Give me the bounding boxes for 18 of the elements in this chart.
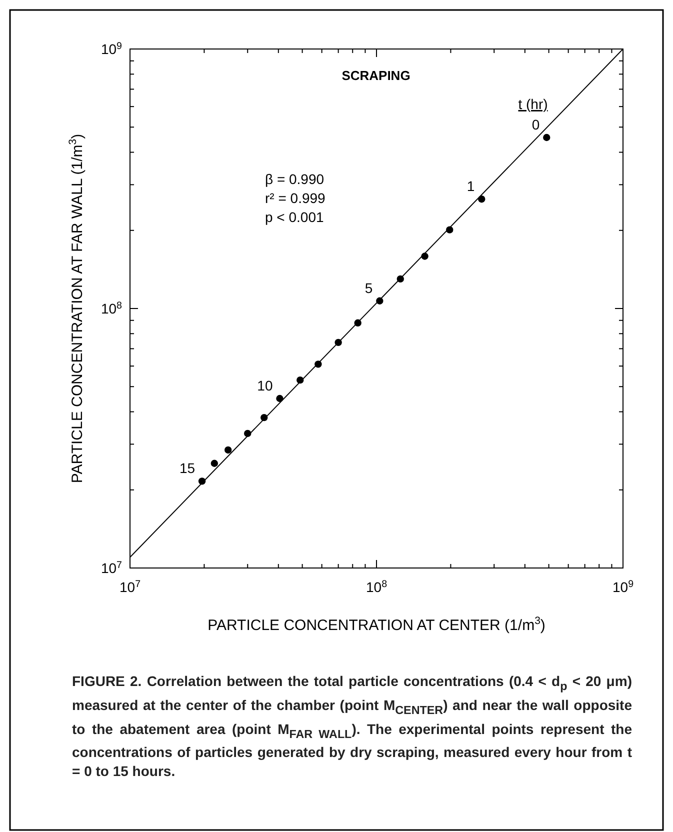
annotation: t (hr) bbox=[518, 96, 548, 112]
x-axis-title: PARTICLE CONCENTRATION AT CENTER (1/m$^{3}$) bbox=[208, 615, 546, 634]
annotation: 10 bbox=[257, 377, 273, 394]
y-tick-label: 10$^{9}$ bbox=[100, 40, 122, 57]
x-tick-label: 10$^{9}$ bbox=[612, 578, 634, 595]
x-tick-label: 10$^{8}$ bbox=[366, 578, 388, 595]
annotation: 15 bbox=[179, 460, 196, 476]
annotation: p < 0.001 bbox=[265, 209, 324, 225]
annotation: 0 bbox=[532, 116, 540, 132]
annotation: r² = 0.999 bbox=[265, 190, 326, 206]
x-tick-label: 10$^{7}$ bbox=[119, 578, 141, 595]
annotation: β = 0.990 bbox=[265, 171, 324, 187]
annotation: 5 bbox=[364, 280, 373, 296]
annotation: 1 bbox=[466, 178, 475, 194]
annotation: SCRAPING bbox=[342, 68, 410, 83]
y-tick-label: 10$^{7}$ bbox=[100, 560, 122, 576]
text: FIGURE 2. Correlation between the total particle concentrations (0.4 < d$_{p}$ < 20 μm) measured at the center of the chamber (point M$_{CENTER}$) and near the wall opposite to the abatement area (point M$_{FAR WALL}$). The experimental points represent the concentrations of particles generated by dry scraping, measured every hour from t = 0 to 15 hours. bbox=[72, 673, 632, 780]
y-tick-label: 10$^{8}$ bbox=[100, 300, 123, 316]
